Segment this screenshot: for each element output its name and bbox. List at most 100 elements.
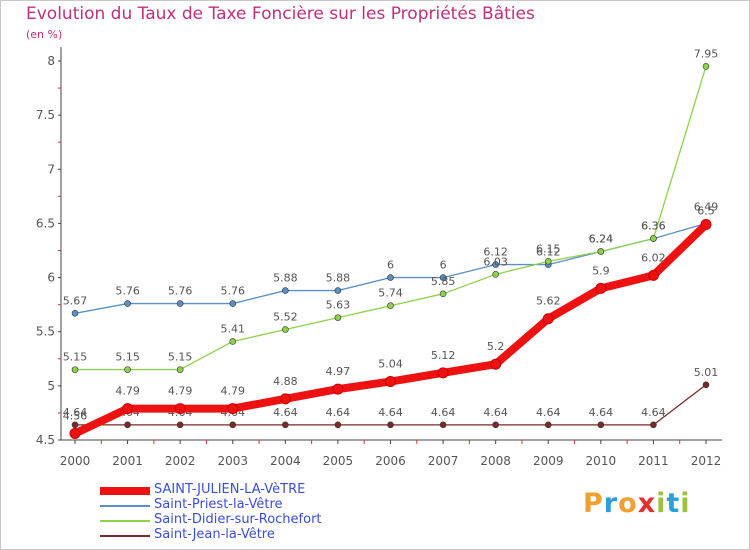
series-1-label-8: 6.12: [483, 246, 508, 259]
series-1-point-2: [176, 300, 184, 307]
series-1-label-9: 6.12: [536, 246, 561, 259]
y-tick-label-3: 6: [47, 271, 55, 285]
series-0-label-4: 4.64: [273, 406, 298, 419]
series-1-point-5: [334, 287, 342, 294]
series-0-point-0: [71, 421, 79, 429]
series-2-point-7: [439, 290, 447, 298]
series-3-point-10: [595, 282, 607, 294]
x-tick-label-10: 2010: [586, 454, 617, 468]
y-tick-label-4: 6.5: [36, 216, 55, 230]
legend-label-3: Saint-Jean-la-Vêtre: [154, 527, 275, 542]
series-2-point-8: [492, 271, 499, 278]
legend-label-2: Saint-Didier-sur-Rochefort: [154, 512, 322, 527]
series-0-point-4: [282, 421, 289, 429]
series-3-label-7: 5.12: [431, 349, 456, 362]
series-1-label-11: 6.36: [641, 220, 666, 233]
series-0-label-6: 4.64: [378, 406, 403, 419]
x-tick-label-3: 2003: [217, 454, 248, 468]
series-0-label-11: 4.64: [641, 406, 666, 419]
series-0-point-8: [492, 421, 499, 429]
series-1-point-8: [492, 261, 499, 268]
series-1-label-12: 6.5: [697, 204, 715, 217]
series-3-point-8: [490, 358, 502, 370]
series-1-label-7: 6: [440, 259, 447, 272]
series-1-point-3: [229, 300, 237, 307]
series-3-point-3: [227, 403, 239, 415]
logo-letter-4: i: [656, 488, 667, 519]
unit-label: (en %): [26, 28, 63, 41]
series-2-label-10: 6.24: [589, 233, 614, 246]
series-0-label-7: 4.64: [431, 406, 456, 419]
series-2-label-5: 5.63: [326, 299, 351, 312]
series-0-label-12: 5.01: [694, 366, 719, 379]
series-3-point-5: [332, 383, 344, 395]
series-0-point-12: [702, 381, 710, 389]
series-3-label-10: 5.9: [592, 264, 610, 277]
series-1-label-6: 6: [387, 259, 394, 272]
series-2-point-3: [229, 338, 237, 345]
logo-letter-1: r: [603, 488, 619, 519]
series-0-label-10: 4.64: [589, 406, 614, 419]
series-3-point-9: [542, 313, 554, 325]
series-2-point-2: [176, 366, 184, 373]
x-tick-label-5: 2005: [323, 454, 354, 468]
series-3-point-6: [385, 376, 396, 388]
series-2-point-0: [71, 366, 79, 373]
x-tick-label-8: 2008: [480, 454, 511, 468]
series-0-point-3: [229, 421, 237, 429]
series-2-label-11: 6.36: [641, 220, 666, 233]
series-2-label-6: 5.74: [378, 287, 403, 300]
series-3-label-8: 5.2: [487, 340, 505, 353]
series-3-point-11: [647, 269, 659, 281]
x-tick-label-1: 2001: [112, 454, 143, 468]
chart-title: Evolution du Taux de Taxe Foncière sur l…: [26, 4, 535, 24]
x-tick-label-11: 2011: [638, 454, 669, 468]
series-2-label-0: 5.15: [63, 351, 88, 364]
series-3-label-12: 6.49: [694, 201, 719, 214]
legend-label-1: Saint-Priest-la-Vêtre: [154, 497, 283, 512]
series-1-label-4: 5.88: [273, 272, 298, 285]
series-3-point-2: [174, 403, 186, 415]
series-1-point-6: [387, 274, 394, 281]
x-tick-label-6: 2006: [375, 454, 406, 468]
series-3-point-0: [69, 428, 81, 440]
series-2-point-10: [597, 248, 605, 255]
x-tick-label-12: 2012: [691, 454, 722, 468]
series-3-label-5: 4.97: [326, 365, 351, 378]
series-3-label-6: 5.04: [378, 358, 403, 371]
series-2-label-7: 5.85: [431, 275, 456, 288]
series-2-point-5: [334, 314, 342, 321]
x-tick-label-7: 2007: [428, 454, 459, 468]
series-3-label-3: 4.79: [221, 385, 246, 398]
logo-letter-5: t: [666, 488, 681, 519]
series-2-label-4: 5.52: [273, 311, 298, 324]
y-tick-label-6: 7.5: [36, 108, 55, 122]
y-tick-label-1: 5: [47, 379, 55, 393]
x-tick-label-2: 2002: [165, 454, 196, 468]
series-1-point-7: [439, 274, 447, 281]
series-1-label-10: 6.24: [589, 233, 614, 246]
series-3-label-9: 5.62: [536, 295, 561, 308]
logo-letter-6: i: [680, 488, 691, 519]
series-0-label-0: 4.64: [63, 406, 88, 419]
series-1-label-2: 5.76: [168, 285, 193, 298]
series-0-point-10: [597, 421, 605, 429]
series-2-point-9: [544, 258, 552, 265]
series-0-point-6: [387, 421, 394, 429]
series-2-point-11: [650, 235, 657, 242]
series-0-point-1: [124, 421, 131, 429]
series-2-point-12: [702, 63, 710, 70]
series-3-point-4: [279, 393, 291, 405]
legend-swatch-2: [100, 520, 150, 522]
series-0-point-7: [439, 421, 447, 429]
series-line-2: [74, 65, 707, 371]
series-1-label-1: 5.76: [115, 285, 140, 298]
series-3-label-4: 4.88: [273, 375, 298, 388]
series-0-point-9: [544, 421, 552, 429]
legend-swatch-3: [100, 535, 150, 537]
series-2-label-12: 7.95: [694, 47, 719, 60]
y-tick-label-7: 8: [47, 54, 55, 68]
series-3-label-0: 4.56: [63, 410, 88, 423]
